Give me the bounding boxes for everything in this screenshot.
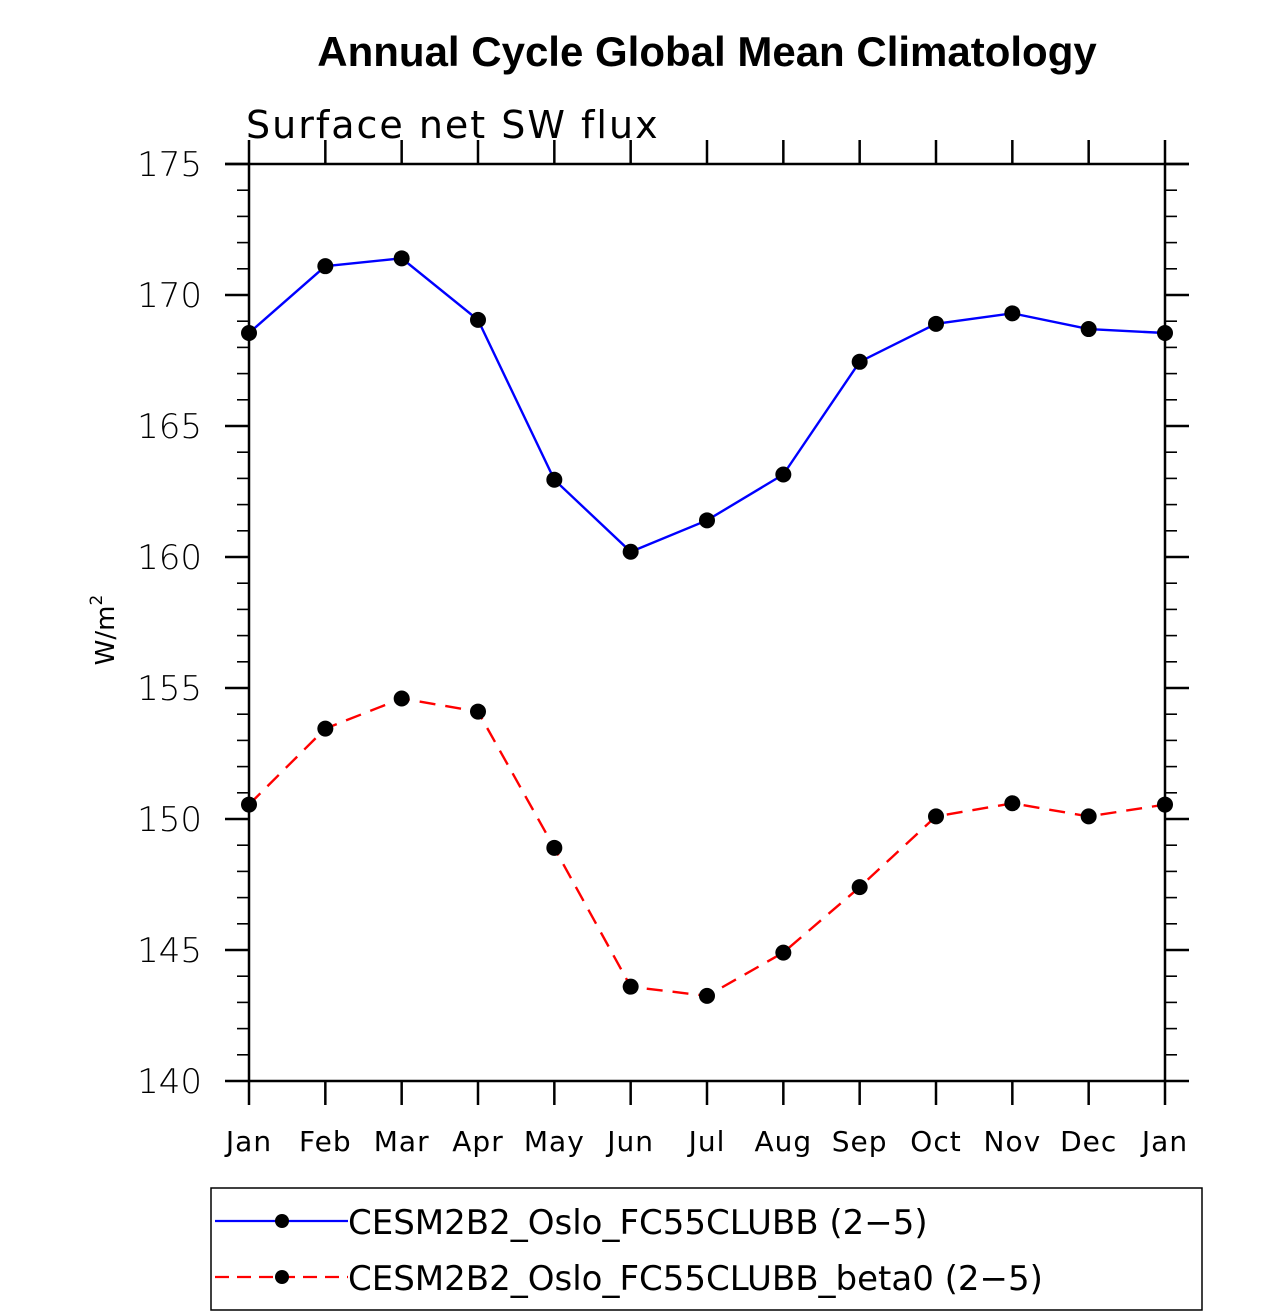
y-tick-label: 155 — [137, 669, 202, 709]
data-point-series-1 — [622, 543, 639, 560]
legend-box — [210, 1187, 1203, 1311]
svg-text:W/m2: W/m2 — [87, 595, 121, 666]
y-axis-label-text: W/m — [91, 606, 121, 666]
data-point-series-1 — [1080, 321, 1097, 338]
y-axis-label-superscript: 2 — [87, 595, 107, 606]
x-tick-label: Dec — [1060, 1125, 1117, 1158]
y-tick-label: 140 — [137, 1062, 202, 1102]
data-point-series-1 — [393, 250, 410, 267]
chart-subtitle: Surface net SW flux — [246, 103, 660, 147]
x-tick-label: Aug — [754, 1125, 812, 1158]
legend-marker-series-2 — [275, 1270, 289, 1284]
axes: 140 145 150 155 160 165 170 175 Jan Feb Mar Apr May J… — [137, 140, 1189, 1158]
data-point-series-1 — [928, 315, 944, 332]
x-tick-label: Jan — [1140, 1125, 1188, 1158]
legend-label-series-2: CESM2B2_Oslo_FC55CLUBB_beta0 (2−5) — [348, 1259, 1043, 1299]
data-point-series-1 — [241, 324, 257, 341]
data-point-series-2 — [1080, 808, 1097, 825]
x-tick-label: Sep — [832, 1125, 888, 1158]
data-point-series-1 — [699, 512, 715, 529]
x-tick-label: Feb — [299, 1125, 352, 1158]
data-point-series-2 — [546, 839, 563, 856]
data-point-series-2 — [775, 944, 792, 961]
data-point-series-2 — [928, 808, 944, 825]
data-point-series-2 — [241, 796, 257, 813]
y-tick-label: 170 — [137, 276, 202, 316]
y-tick-label: 145 — [137, 931, 202, 971]
x-tick-label: Nov — [984, 1125, 1042, 1158]
data-point-series-1 — [1157, 324, 1173, 341]
legend-label-series-1: CESM2B2_Oslo_FC55CLUBB (2−5) — [348, 1203, 928, 1243]
data-point-series-1 — [470, 311, 486, 328]
series-line-1 — [248, 257, 1166, 554]
data-point-series-2 — [393, 690, 410, 707]
plot-frame — [247, 162, 1167, 1083]
x-tick-label: Mar — [374, 1125, 430, 1158]
y-tick-label: 175 — [137, 145, 202, 185]
data-point-series-1 — [1004, 305, 1021, 322]
x-tick-label: Jan — [224, 1125, 272, 1158]
data-point-series-2 — [622, 978, 639, 995]
x-tick-label: Apr — [452, 1125, 503, 1158]
data-point-series-1 — [546, 471, 563, 488]
data-point-series-2 — [699, 987, 715, 1004]
x-tick-label: Oct — [910, 1125, 961, 1158]
series-line-2 — [248, 697, 1166, 998]
data-point-series-1 — [317, 258, 334, 275]
y-tick-label: 160 — [137, 538, 202, 578]
chart-title: Annual Cycle Global Mean Climatology — [317, 28, 1097, 75]
data-point-series-2 — [317, 720, 334, 737]
y-tick-label: 150 — [137, 800, 202, 840]
x-tick-label: May — [524, 1125, 585, 1158]
data-point-series-2 — [470, 703, 486, 720]
data-point-series-1 — [851, 353, 868, 370]
y-tick-label: 165 — [137, 407, 202, 447]
data-point-series-1 — [775, 466, 792, 483]
x-tick-label: Jul — [687, 1125, 726, 1158]
series-layer — [241, 250, 1173, 1004]
legend: CESM2B2_Oslo_FC55CLUBB (2−5) CESM2B2_Osl… — [210, 1187, 1203, 1311]
y-axis-label: W/m2 — [87, 595, 121, 666]
data-point-series-2 — [851, 879, 868, 896]
data-point-series-2 — [1157, 796, 1173, 813]
x-tick-label: Jun — [605, 1125, 654, 1158]
legend-marker-series-1 — [275, 1214, 289, 1228]
data-point-series-2 — [1004, 795, 1021, 812]
